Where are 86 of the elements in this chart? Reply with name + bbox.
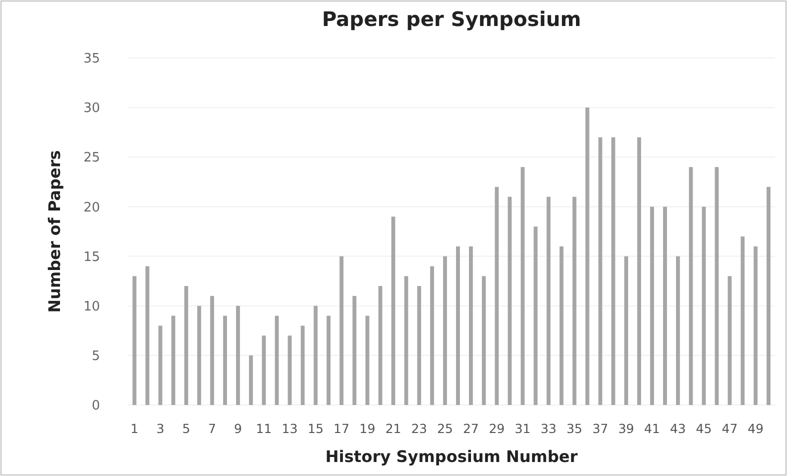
bar [754, 246, 758, 405]
bar [728, 276, 732, 405]
bar [145, 266, 150, 405]
bar [546, 196, 550, 405]
bar [248, 355, 253, 405]
bar [352, 296, 356, 405]
bar [404, 276, 408, 405]
x-tick-label: 43 [670, 421, 686, 436]
y-tick-label: 30 [83, 101, 100, 116]
y-tick-label: 25 [83, 150, 100, 166]
x-tick-label: 3 [156, 421, 164, 436]
x-tick-label: 7 [208, 421, 216, 436]
bar [714, 167, 719, 405]
x-tick-label: 31 [514, 421, 531, 436]
x-tick-label: 47 [722, 421, 738, 436]
bar [443, 256, 447, 405]
x-axis-title: History Symposium Number [325, 447, 578, 466]
y-axis-title: Number of Papers [45, 150, 64, 313]
x-tick-label: 11 [256, 421, 272, 436]
x-tick-label: 33 [540, 421, 557, 436]
bar [508, 196, 512, 405]
x-tick-label: 35 [566, 421, 582, 436]
bar [197, 306, 202, 405]
y-tick-label: 10 [83, 299, 100, 314]
bar [482, 276, 486, 405]
bar [534, 226, 538, 405]
x-tick-label: 13 [282, 421, 298, 436]
x-tick-label: 17 [334, 421, 350, 436]
bar [326, 316, 331, 405]
x-tick-label: 45 [696, 421, 712, 436]
bar [314, 306, 318, 405]
bar [624, 256, 628, 405]
bar [288, 336, 292, 405]
x-tick-label: 37 [592, 421, 608, 436]
bar [688, 167, 693, 405]
bar [650, 206, 654, 405]
x-tick-label: 5 [182, 421, 190, 436]
bar [171, 316, 176, 405]
x-tick-label: 23 [411, 421, 428, 436]
bar [274, 316, 279, 405]
bar [456, 246, 460, 405]
y-tick-label: 35 [83, 52, 100, 67]
x-tick-label: 9 [234, 421, 242, 436]
bar [430, 266, 434, 405]
bar [611, 137, 616, 405]
bar [676, 256, 680, 405]
bar [262, 336, 266, 405]
bar [637, 137, 642, 405]
y-tick-label: 5 [92, 348, 100, 364]
x-tick-label: 29 [488, 421, 505, 436]
bar [702, 206, 706, 405]
bar [740, 236, 745, 405]
x-tick-label: 1 [130, 421, 138, 436]
x-tick-label: 41 [644, 421, 660, 436]
bar [520, 167, 525, 405]
bar [598, 137, 602, 405]
bar [468, 246, 473, 405]
bar [184, 286, 188, 405]
bar [494, 186, 499, 405]
bar [300, 326, 305, 405]
bar [210, 296, 214, 405]
x-tick-label: 15 [308, 421, 324, 436]
bar [223, 316, 227, 405]
y-tick-label: 0 [92, 398, 100, 414]
bar [663, 206, 667, 405]
bar [378, 286, 382, 405]
bar [585, 108, 590, 405]
bar [766, 186, 770, 405]
bar [236, 306, 240, 405]
x-tick-label: 39 [618, 421, 634, 436]
x-tick-label: 21 [385, 421, 402, 436]
chart-title: Papers per Symposium [322, 7, 582, 31]
bar [365, 316, 370, 405]
x-tick-label: 25 [437, 421, 453, 436]
bar [158, 326, 162, 405]
x-tick-label: 27 [462, 421, 479, 436]
bar [340, 256, 344, 405]
bar [417, 286, 422, 405]
bar [391, 216, 396, 405]
y-tick-label: 15 [83, 250, 100, 265]
bar [560, 246, 564, 405]
x-tick-label: 19 [359, 421, 376, 436]
x-tick-label: 49 [748, 421, 764, 436]
bar [572, 196, 576, 405]
bar [132, 276, 136, 405]
y-tick-label: 20 [83, 200, 100, 216]
